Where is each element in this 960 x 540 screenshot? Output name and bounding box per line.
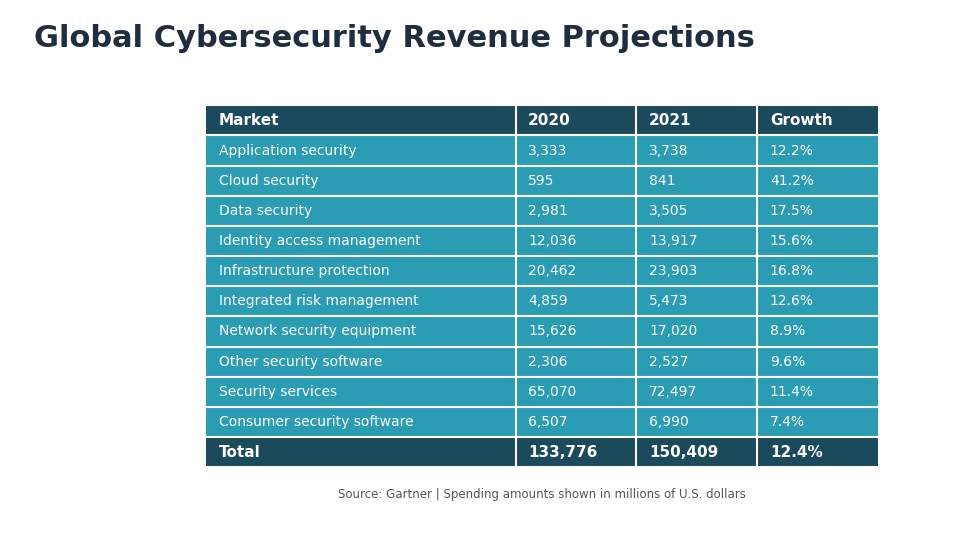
Text: Integrated risk management: Integrated risk management — [219, 294, 419, 308]
Text: 841: 841 — [649, 174, 676, 188]
Text: 41.2%: 41.2% — [770, 174, 814, 188]
Text: Growth: Growth — [770, 113, 832, 128]
Text: Global Cybersecurity Revenue Projections: Global Cybersecurity Revenue Projections — [34, 24, 755, 53]
Text: Other security software: Other security software — [219, 355, 382, 369]
Text: 23,903: 23,903 — [649, 264, 697, 278]
Text: 7.4%: 7.4% — [770, 415, 804, 429]
Text: 3,333: 3,333 — [528, 144, 567, 158]
Text: 17.5%: 17.5% — [770, 204, 814, 218]
Text: 133,776: 133,776 — [528, 444, 597, 460]
Text: Consumer security software: Consumer security software — [219, 415, 414, 429]
Text: 8.9%: 8.9% — [770, 325, 805, 339]
Text: 9.6%: 9.6% — [770, 355, 805, 369]
Text: 12.2%: 12.2% — [770, 144, 814, 158]
Text: 12.6%: 12.6% — [770, 294, 814, 308]
Text: 17,020: 17,020 — [649, 325, 697, 339]
Text: Source: Gartner | Spending amounts shown in millions of U.S. dollars: Source: Gartner | Spending amounts shown… — [339, 488, 746, 501]
Text: Infrastructure protection: Infrastructure protection — [219, 264, 390, 278]
Text: 6,507: 6,507 — [528, 415, 567, 429]
Text: 2,306: 2,306 — [528, 355, 567, 369]
Text: 2,527: 2,527 — [649, 355, 688, 369]
Text: Total: Total — [219, 444, 260, 460]
Text: Market: Market — [219, 113, 279, 128]
Text: 5,473: 5,473 — [649, 294, 688, 308]
Text: 4,859: 4,859 — [528, 294, 567, 308]
Text: Cloud security: Cloud security — [219, 174, 319, 188]
Text: 15.6%: 15.6% — [770, 234, 814, 248]
Text: 595: 595 — [528, 174, 554, 188]
Text: Data security: Data security — [219, 204, 312, 218]
Text: Security services: Security services — [219, 384, 337, 399]
Text: 16.8%: 16.8% — [770, 264, 814, 278]
Text: Identity access management: Identity access management — [219, 234, 420, 248]
Text: 3,738: 3,738 — [649, 144, 688, 158]
Text: 2021: 2021 — [649, 113, 691, 128]
Text: 13,917: 13,917 — [649, 234, 698, 248]
Text: 12,036: 12,036 — [528, 234, 576, 248]
Text: 2,981: 2,981 — [528, 204, 567, 218]
Text: 12.4%: 12.4% — [770, 444, 823, 460]
Text: 72,497: 72,497 — [649, 384, 697, 399]
Text: Network security equipment: Network security equipment — [219, 325, 417, 339]
Text: 2020: 2020 — [528, 113, 571, 128]
Text: 65,070: 65,070 — [528, 384, 576, 399]
Text: 15,626: 15,626 — [528, 325, 577, 339]
Text: Application security: Application security — [219, 144, 356, 158]
Text: 6,990: 6,990 — [649, 415, 688, 429]
Text: 150,409: 150,409 — [649, 444, 718, 460]
Text: 3,505: 3,505 — [649, 204, 688, 218]
Text: 20,462: 20,462 — [528, 264, 576, 278]
Text: 11.4%: 11.4% — [770, 384, 814, 399]
